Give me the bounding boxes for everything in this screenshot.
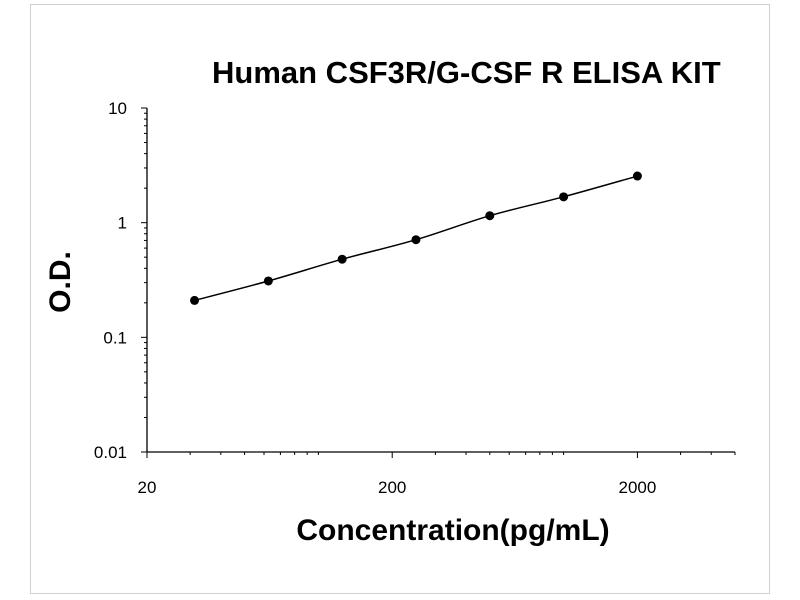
- x-tick-label: 200: [378, 478, 406, 497]
- data-point: [263, 276, 273, 286]
- data-point: [559, 192, 569, 202]
- x-tick-label: 2000: [619, 478, 657, 497]
- data-point: [632, 171, 642, 181]
- data-point: [337, 254, 347, 264]
- y-tick-label: 0.1: [103, 328, 127, 347]
- y-axis-title: O.D.: [44, 251, 77, 313]
- chart-frame: [30, 4, 770, 594]
- data-point: [190, 295, 200, 305]
- x-axis-tick-labels: 20 200 2000: [138, 478, 657, 497]
- x-tick-label: 20: [138, 478, 157, 497]
- y-tick-label: 0.01: [94, 443, 127, 462]
- x-axis-ticks: [146, 452, 736, 458]
- y-tick-label: 10: [108, 99, 127, 118]
- y-axis-tick-labels: 0.01 0.1 1 10: [94, 99, 127, 462]
- x-axis-title: Concentration(pg/mL): [296, 514, 609, 547]
- data-point: [485, 211, 495, 221]
- data-point: [411, 235, 421, 245]
- chart-title: Human CSF3R/G-CSF R ELISA KIT: [212, 55, 721, 90]
- y-tick-label: 1: [118, 214, 127, 233]
- data-points: [190, 171, 642, 305]
- y-axis-ticks: [141, 107, 147, 453]
